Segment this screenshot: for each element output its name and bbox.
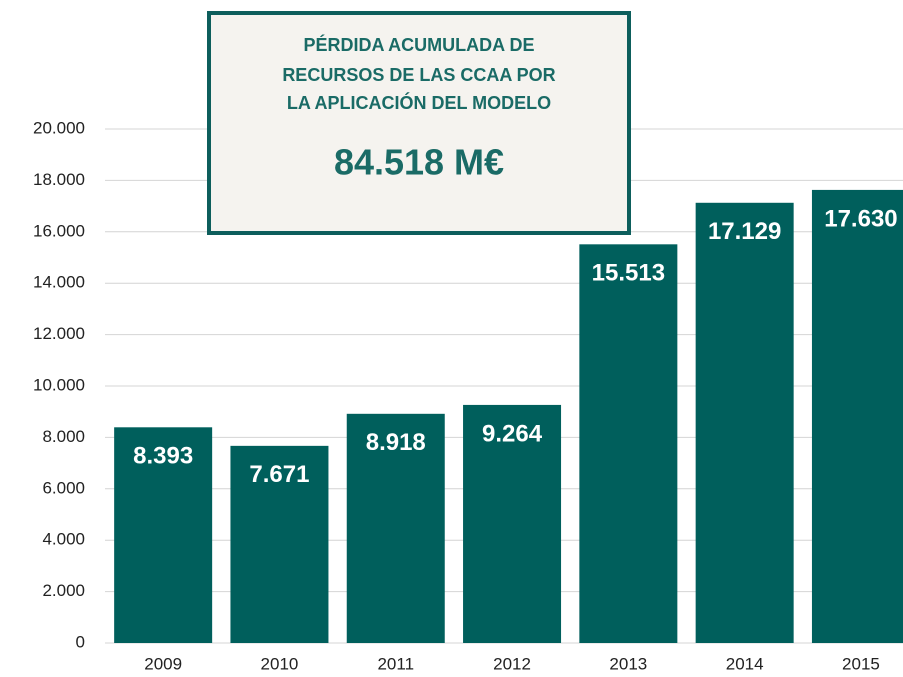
annotation-total: 84.518 M€: [334, 142, 504, 183]
bar: [463, 404, 562, 643]
annotation-line: LA APLICACIÓN DEL MODELO: [287, 92, 551, 113]
data-label: 8.918: [366, 429, 426, 456]
x-tick-label: 2012: [493, 654, 531, 673]
x-tick-label: 2010: [261, 654, 299, 673]
bar: [695, 202, 794, 643]
x-tick-label: 2011: [377, 654, 414, 673]
data-label: 9.264: [482, 420, 543, 447]
bar: [346, 413, 445, 643]
x-tick-label: 2013: [609, 654, 647, 673]
annotation-box: PÉRDIDA ACUMULADA DE RECURSOS DE LAS CCA…: [207, 11, 631, 235]
y-tick-label: 8.000: [42, 427, 85, 446]
y-tick-label: 20.000: [33, 118, 85, 137]
y-tick-label: 4.000: [42, 530, 85, 549]
data-label: 8.393: [133, 443, 193, 470]
y-tick-label: 2.000: [42, 581, 85, 600]
bar: [114, 427, 213, 643]
y-tick-label: 0: [76, 632, 85, 651]
y-tick-label: 10.000: [33, 375, 85, 394]
annotation-line: RECURSOS DE LAS CCAA POR: [282, 65, 555, 85]
annotation-line: PÉRDIDA ACUMULADA DE: [304, 34, 535, 55]
bar: [230, 445, 329, 643]
y-tick-label: 12.000: [33, 324, 85, 343]
x-tick-label: 2014: [726, 654, 764, 673]
data-label: 17.129: [708, 218, 781, 245]
annotation-frame: [207, 11, 631, 235]
x-tick-label: 2015: [842, 654, 880, 673]
bar: [579, 244, 678, 643]
y-tick-label: 6.000: [42, 478, 85, 497]
y-tick-label: 18.000: [33, 170, 85, 189]
data-label: 7.671: [249, 461, 309, 488]
data-label: 17.630: [824, 205, 897, 232]
x-tick-label: 2009: [144, 654, 182, 673]
data-label: 15.513: [592, 260, 665, 287]
y-tick-label: 14.000: [33, 273, 85, 292]
bar: [811, 189, 903, 643]
y-tick-label: 16.000: [33, 221, 85, 240]
